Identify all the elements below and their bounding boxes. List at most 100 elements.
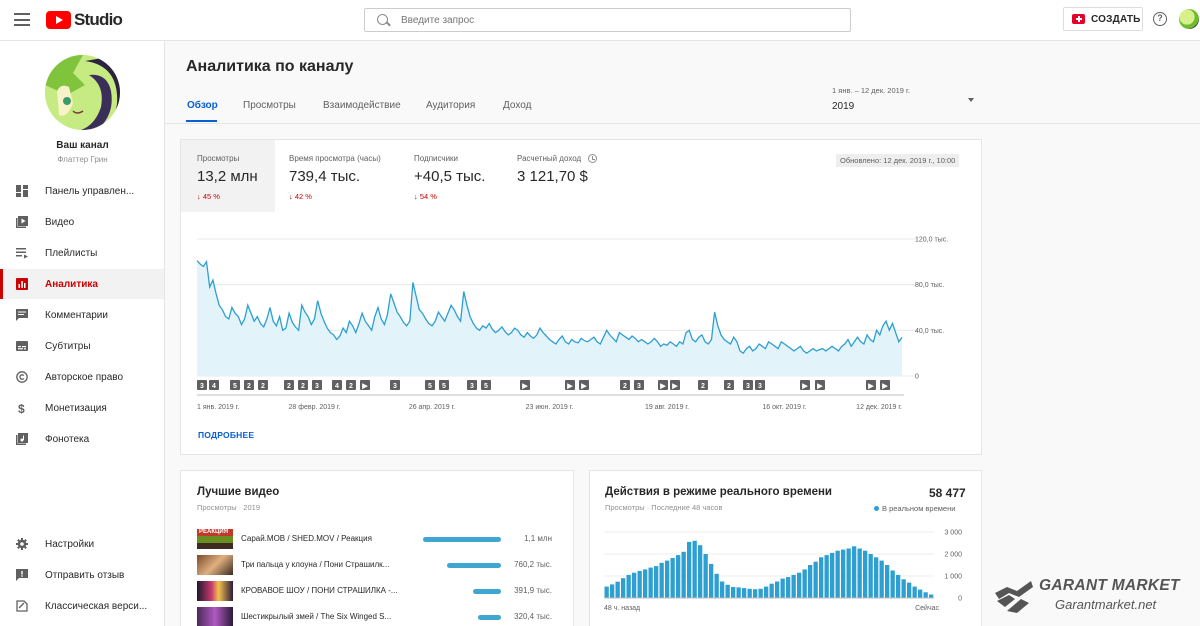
tab-revenue[interactable]: Доход bbox=[503, 100, 532, 111]
realtime-bar[interactable] bbox=[879, 560, 884, 598]
realtime-bar[interactable] bbox=[769, 583, 774, 598]
realtime-bar[interactable] bbox=[874, 557, 879, 598]
upload-marker[interactable] bbox=[332, 380, 342, 390]
sidebar-item-subtitles[interactable]: Субтитры bbox=[0, 331, 164, 361]
upload-marker[interactable] bbox=[620, 380, 630, 390]
realtime-bar[interactable] bbox=[868, 554, 873, 598]
upload-marker[interactable] bbox=[298, 380, 308, 390]
realtime-bar[interactable] bbox=[632, 572, 637, 598]
sidebar-item-settings[interactable]: Настройки bbox=[0, 529, 164, 559]
metric-subscribers[interactable]: Подписчики +40,5 тыс. ↓ 54 % bbox=[398, 140, 498, 212]
realtime-bar[interactable] bbox=[654, 566, 659, 598]
upload-marker[interactable] bbox=[312, 380, 322, 390]
video-row[interactable]: КРОВАВОЕ ШОУ / ПОНИ СТРАШИЛКА -... 391,9… bbox=[197, 581, 557, 601]
upload-marker[interactable] bbox=[467, 380, 477, 390]
upload-marker[interactable] bbox=[425, 380, 435, 390]
upload-marker[interactable] bbox=[565, 380, 575, 390]
youtube-studio-logo[interactable]: Studio bbox=[46, 10, 123, 30]
metric-watch-time[interactable]: Время просмотра (часы) 739,4 тыс. ↓ 42 % bbox=[273, 140, 393, 212]
realtime-bar[interactable] bbox=[621, 578, 626, 598]
realtime-bar[interactable] bbox=[824, 555, 829, 598]
sidebar-item-dashboard[interactable]: Панель управлен... bbox=[0, 176, 164, 206]
upload-marker[interactable] bbox=[520, 380, 530, 390]
realtime-bar[interactable] bbox=[841, 549, 846, 598]
sidebar-item-video[interactable]: Видео bbox=[0, 207, 164, 237]
realtime-bar[interactable] bbox=[720, 581, 725, 599]
realtime-bar[interactable] bbox=[901, 579, 906, 598]
menu-icon[interactable] bbox=[14, 13, 30, 26]
realtime-bar[interactable] bbox=[637, 570, 642, 598]
upload-marker[interactable] bbox=[230, 380, 240, 390]
upload-marker[interactable] bbox=[284, 380, 294, 390]
upload-marker[interactable] bbox=[815, 380, 825, 390]
realtime-bar[interactable] bbox=[610, 584, 615, 598]
upload-marker[interactable] bbox=[197, 380, 207, 390]
realtime-bar[interactable] bbox=[698, 545, 703, 598]
realtime-bar[interactable] bbox=[764, 586, 769, 598]
realtime-bar[interactable] bbox=[786, 577, 791, 598]
realtime-bar[interactable] bbox=[923, 592, 928, 598]
metric-revenue[interactable]: Расчетный доход 3 121,70 $ bbox=[501, 140, 611, 212]
realtime-bar[interactable] bbox=[852, 546, 857, 598]
realtime-bar[interactable] bbox=[626, 574, 631, 598]
upload-marker[interactable] bbox=[209, 380, 219, 390]
realtime-bar[interactable] bbox=[731, 587, 736, 598]
realtime-bar[interactable] bbox=[797, 572, 802, 598]
create-button[interactable]: СОЗДАТЬ bbox=[1063, 7, 1143, 31]
upload-marker[interactable] bbox=[866, 380, 876, 390]
help-icon[interactable]: ? bbox=[1153, 12, 1167, 26]
sidebar-item-comments[interactable]: Комментарии bbox=[0, 300, 164, 330]
tab-views[interactable]: Просмотры bbox=[243, 100, 296, 111]
realtime-bar[interactable] bbox=[709, 563, 714, 598]
sidebar-item-feedback[interactable]: Отправить отзыв bbox=[0, 560, 164, 590]
tab-engagement[interactable]: Взаимодействие bbox=[323, 100, 401, 111]
realtime-bar[interactable] bbox=[819, 557, 824, 598]
realtime-bar[interactable] bbox=[736, 587, 741, 598]
video-row[interactable]: Шестикрылый змей / The Six Winged S... 3… bbox=[197, 607, 557, 626]
sidebar-item-playlists[interactable]: Плейлисты bbox=[0, 238, 164, 268]
upload-marker[interactable] bbox=[258, 380, 268, 390]
realtime-bar[interactable] bbox=[758, 588, 763, 598]
upload-marker[interactable] bbox=[800, 380, 810, 390]
realtime-bar[interactable] bbox=[835, 550, 840, 598]
realtime-bar[interactable] bbox=[808, 565, 813, 598]
realtime-bar[interactable] bbox=[863, 550, 868, 598]
upload-marker[interactable] bbox=[244, 380, 254, 390]
upload-marker[interactable] bbox=[346, 380, 356, 390]
realtime-bar[interactable] bbox=[692, 540, 697, 598]
sidebar-item-analytics[interactable]: Аналитика bbox=[0, 269, 164, 299]
realtime-bar[interactable] bbox=[857, 548, 862, 599]
upload-marker[interactable] bbox=[390, 380, 400, 390]
realtime-bar[interactable] bbox=[780, 578, 785, 598]
realtime-bar[interactable] bbox=[907, 582, 912, 598]
upload-marker[interactable] bbox=[755, 380, 765, 390]
realtime-bar[interactable] bbox=[742, 588, 747, 598]
realtime-bar[interactable] bbox=[665, 560, 670, 598]
upload-marker[interactable] bbox=[743, 380, 753, 390]
realtime-bar[interactable] bbox=[615, 581, 620, 598]
realtime-bar[interactable] bbox=[648, 567, 653, 598]
realtime-bar[interactable] bbox=[670, 558, 675, 598]
realtime-bar[interactable] bbox=[604, 586, 609, 598]
realtime-bar[interactable] bbox=[687, 541, 692, 598]
realtime-bar[interactable] bbox=[681, 551, 686, 598]
realtime-bar[interactable] bbox=[846, 548, 851, 599]
account-avatar[interactable] bbox=[1179, 9, 1199, 29]
upload-marker[interactable] bbox=[670, 380, 680, 390]
more-link[interactable]: ПОДРОБНЕЕ bbox=[198, 430, 255, 440]
channel-avatar[interactable] bbox=[45, 55, 120, 130]
realtime-bar[interactable] bbox=[802, 569, 807, 598]
sidebar-item-monetization[interactable]: $ Монетизация bbox=[0, 393, 164, 423]
realtime-bar[interactable] bbox=[714, 573, 719, 598]
realtime-bar[interactable] bbox=[890, 570, 895, 599]
realtime-bar[interactable] bbox=[912, 586, 917, 598]
sidebar-item-audio-library[interactable]: Фонотека bbox=[0, 424, 164, 454]
upload-marker[interactable] bbox=[634, 380, 644, 390]
realtime-bar[interactable] bbox=[830, 552, 835, 598]
realtime-bar[interactable] bbox=[929, 594, 934, 599]
upload-marker[interactable] bbox=[724, 380, 734, 390]
realtime-bar[interactable] bbox=[813, 561, 818, 598]
realtime-bar[interactable] bbox=[676, 555, 681, 598]
realtime-bar[interactable] bbox=[725, 584, 730, 598]
upload-marker[interactable] bbox=[579, 380, 589, 390]
